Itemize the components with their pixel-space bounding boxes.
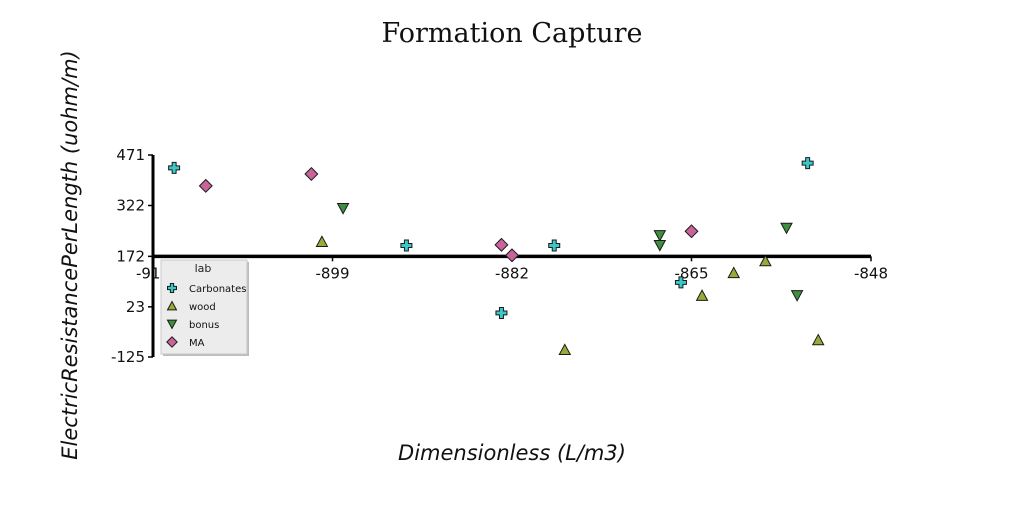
data-point-bonus <box>653 230 667 242</box>
y-tick-label: 172 <box>116 247 145 265</box>
data-point-ma <box>494 237 509 252</box>
data-point-bonus <box>780 222 793 235</box>
data-point-ma <box>304 166 319 182</box>
data-point-wood <box>558 343 572 356</box>
legend-label: wood <box>189 302 216 313</box>
legend-title: lab <box>195 262 212 275</box>
legend-marker-wood <box>166 300 178 311</box>
x-tick-label: -882 <box>495 264 529 282</box>
legend-label: bonus <box>189 320 219 331</box>
data-point-carbonates <box>801 157 814 170</box>
data-points <box>168 157 825 356</box>
y-tick-label: 23 <box>126 298 145 316</box>
data-point-wood <box>315 235 329 247</box>
y-tick-label: 322 <box>116 197 145 215</box>
chart-title: Formation Capture <box>382 18 643 49</box>
legend-marker-carbonates <box>167 283 177 293</box>
data-point-wood <box>695 289 709 301</box>
legend-marker-ma <box>166 336 178 348</box>
y-axis-label: ElectricResistancePerLength (uohm/m) <box>58 50 82 459</box>
legend-marker-bonus <box>166 319 178 330</box>
data-point-ma <box>504 248 520 263</box>
data-point-wood <box>759 254 772 267</box>
data-point-carbonates <box>548 239 561 252</box>
data-point-bonus <box>653 239 667 252</box>
x-axis-label: Dimensionless (L/m3) <box>398 441 626 465</box>
data-point-ma <box>684 224 699 239</box>
data-point-carbonates <box>168 161 181 174</box>
legend-label: Carbonates <box>189 284 246 295</box>
data-point-wood <box>811 333 825 346</box>
legend: lab Carbonates wood bonus MA <box>160 259 249 356</box>
data-point-carbonates <box>400 239 413 252</box>
data-point-carbonates <box>495 306 508 319</box>
data-point-bonus <box>790 290 804 302</box>
data-point-carbonates <box>674 276 687 289</box>
data-point-bonus <box>336 203 350 215</box>
legend-label: MA <box>189 338 205 349</box>
data-point-ma <box>198 178 213 193</box>
y-tick-label: 471 <box>116 146 145 164</box>
x-tick-label: -899 <box>315 264 349 282</box>
x-tick-label: -848 <box>854 264 888 282</box>
data-point-wood <box>727 266 741 279</box>
y-tick-label: -125 <box>111 348 145 366</box>
